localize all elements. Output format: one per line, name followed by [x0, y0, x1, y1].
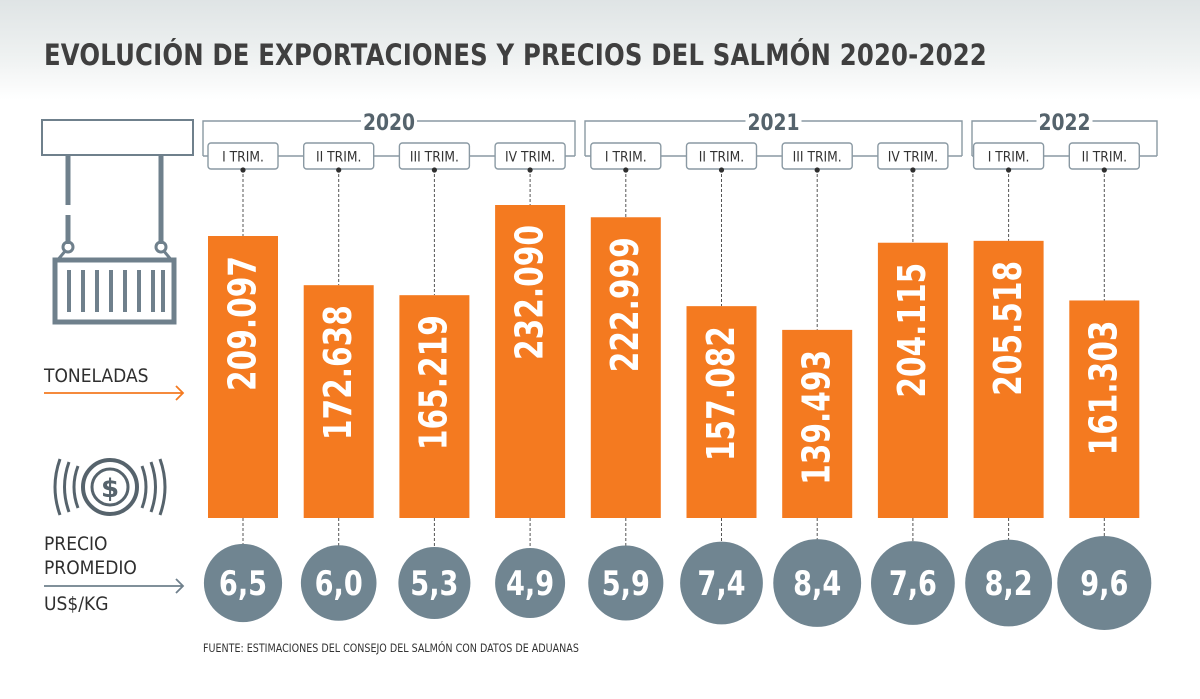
price-circles: 6,5 6,0 5,3 4,9 5,9 7,4 8,4 7,6 8,2 9,6 [203, 536, 1152, 630]
price-value-label: 6,5 [219, 564, 267, 604]
quarter-label: III TRIM. [793, 150, 842, 166]
price-value-label: 8,4 [793, 564, 841, 604]
tonnage-bar [973, 240, 1044, 518]
quarter-label: I TRIM. [222, 150, 264, 166]
tonnage-bars: 209.097 172.638 165.219 232.090 222.999 157.0… [208, 205, 1140, 519]
year-bracket-line [1092, 120, 1158, 156]
tonnage-bar [782, 329, 853, 518]
quarter-label: III TRIM. [410, 150, 459, 166]
toneladas-label: TONELADAS [44, 365, 149, 387]
price-circle [1057, 536, 1152, 630]
price-value-label: 8,2 [985, 564, 1033, 604]
tonnage-value-label: 232.090 [508, 225, 553, 360]
guide-dot [910, 167, 916, 173]
tonnage-bar [303, 285, 374, 518]
price-value-label: 5,3 [410, 564, 458, 604]
toneladas-arrow [44, 385, 185, 401]
price-circle [773, 539, 862, 627]
price-value-label: 6,0 [315, 564, 363, 604]
tonnage-bar [399, 295, 470, 518]
dollar-coin-icon: $ [53, 458, 167, 516]
precio-arrow [44, 578, 185, 594]
tonnage-value-label: 161.303 [1082, 320, 1127, 455]
price-value-label: 7,6 [889, 564, 937, 604]
precio-label-line3: US$/KG [44, 593, 109, 615]
tonnage-value-label: 165.219 [412, 315, 457, 450]
year-brackets: 2020 2021 2022 [202, 110, 1158, 156]
source-note: FUENTE: ESTIMACIONES DEL CONSEJO DEL SAL… [203, 641, 579, 655]
year-label: 2020 [363, 110, 415, 136]
price-circle [300, 545, 377, 621]
tonnage-bar [877, 242, 948, 519]
tonnage-value-label: 139.493 [795, 350, 840, 485]
precio-label-line1: PRECIO [44, 533, 108, 555]
price-circle [871, 541, 955, 625]
guide-dot [814, 167, 820, 173]
header-band [0, 0, 1200, 100]
price-value-label: 5,9 [602, 564, 650, 604]
guide-dot [1006, 167, 1012, 173]
quarter-label: IV TRIM. [888, 150, 938, 166]
tonnage-bar [495, 205, 566, 518]
tonnage-value-label: 209.097 [221, 256, 266, 391]
tonnage-value-label: 157.082 [699, 326, 744, 461]
price-value-label: 7,4 [697, 564, 745, 604]
quarter-label: II TRIM. [316, 150, 361, 166]
guide-dot [1101, 167, 1107, 173]
price-circle [965, 539, 1053, 627]
quarter-label: IV TRIM. [505, 150, 555, 166]
quarter-label: II TRIM. [1082, 150, 1127, 166]
year-label: 2022 [1038, 110, 1090, 136]
year-bracket-line [584, 120, 746, 156]
tonnage-value-label: 205.518 [986, 261, 1031, 396]
tonnage-bar [686, 306, 757, 518]
tonnage-bar [208, 236, 278, 518]
quarter-labels: I TRIM. II TRIM. III TRIM. IV TRIM. I TRIM. I… [203, 142, 1157, 170]
year-bracket-line [971, 120, 1037, 156]
price-circle [203, 543, 283, 623]
price-circle [495, 548, 566, 618]
guide-dot [623, 167, 629, 173]
tonnage-value-label: 172.638 [316, 305, 361, 440]
guide-dot [240, 167, 246, 173]
tonnage-value-label: 222.999 [603, 237, 648, 372]
quarter-label: I TRIM. [605, 150, 647, 166]
price-circle [398, 546, 471, 620]
year-bracket-line [202, 120, 361, 156]
price-circle [680, 541, 763, 625]
precio-label-line2: PROMEDIO [44, 557, 137, 579]
tonnage-bar [590, 217, 661, 518]
guide-lines [240, 167, 1107, 553]
tonnage-value-label: 204.115 [891, 263, 936, 398]
year-label: 2021 [747, 110, 799, 136]
quarter-label: II TRIM. [699, 150, 744, 166]
shipping-container-icon [41, 119, 194, 325]
chart-title: EVOLUCIÓN DE EXPORTACIONES Y PRECIOS DEL… [44, 38, 987, 72]
guide-dot [336, 167, 342, 173]
guide-dot [718, 167, 725, 173]
quarter-label: I TRIM. [988, 150, 1030, 166]
guide-dot [527, 167, 533, 173]
price-circle [588, 545, 664, 621]
svg-text:$: $ [101, 474, 119, 504]
year-bracket-line [801, 120, 963, 156]
tonnage-bar [1069, 300, 1140, 518]
guide-dot [431, 167, 437, 173]
price-value-label: 4,9 [506, 564, 554, 604]
price-value-label: 9,6 [1080, 564, 1128, 604]
year-bracket-line [417, 120, 576, 156]
